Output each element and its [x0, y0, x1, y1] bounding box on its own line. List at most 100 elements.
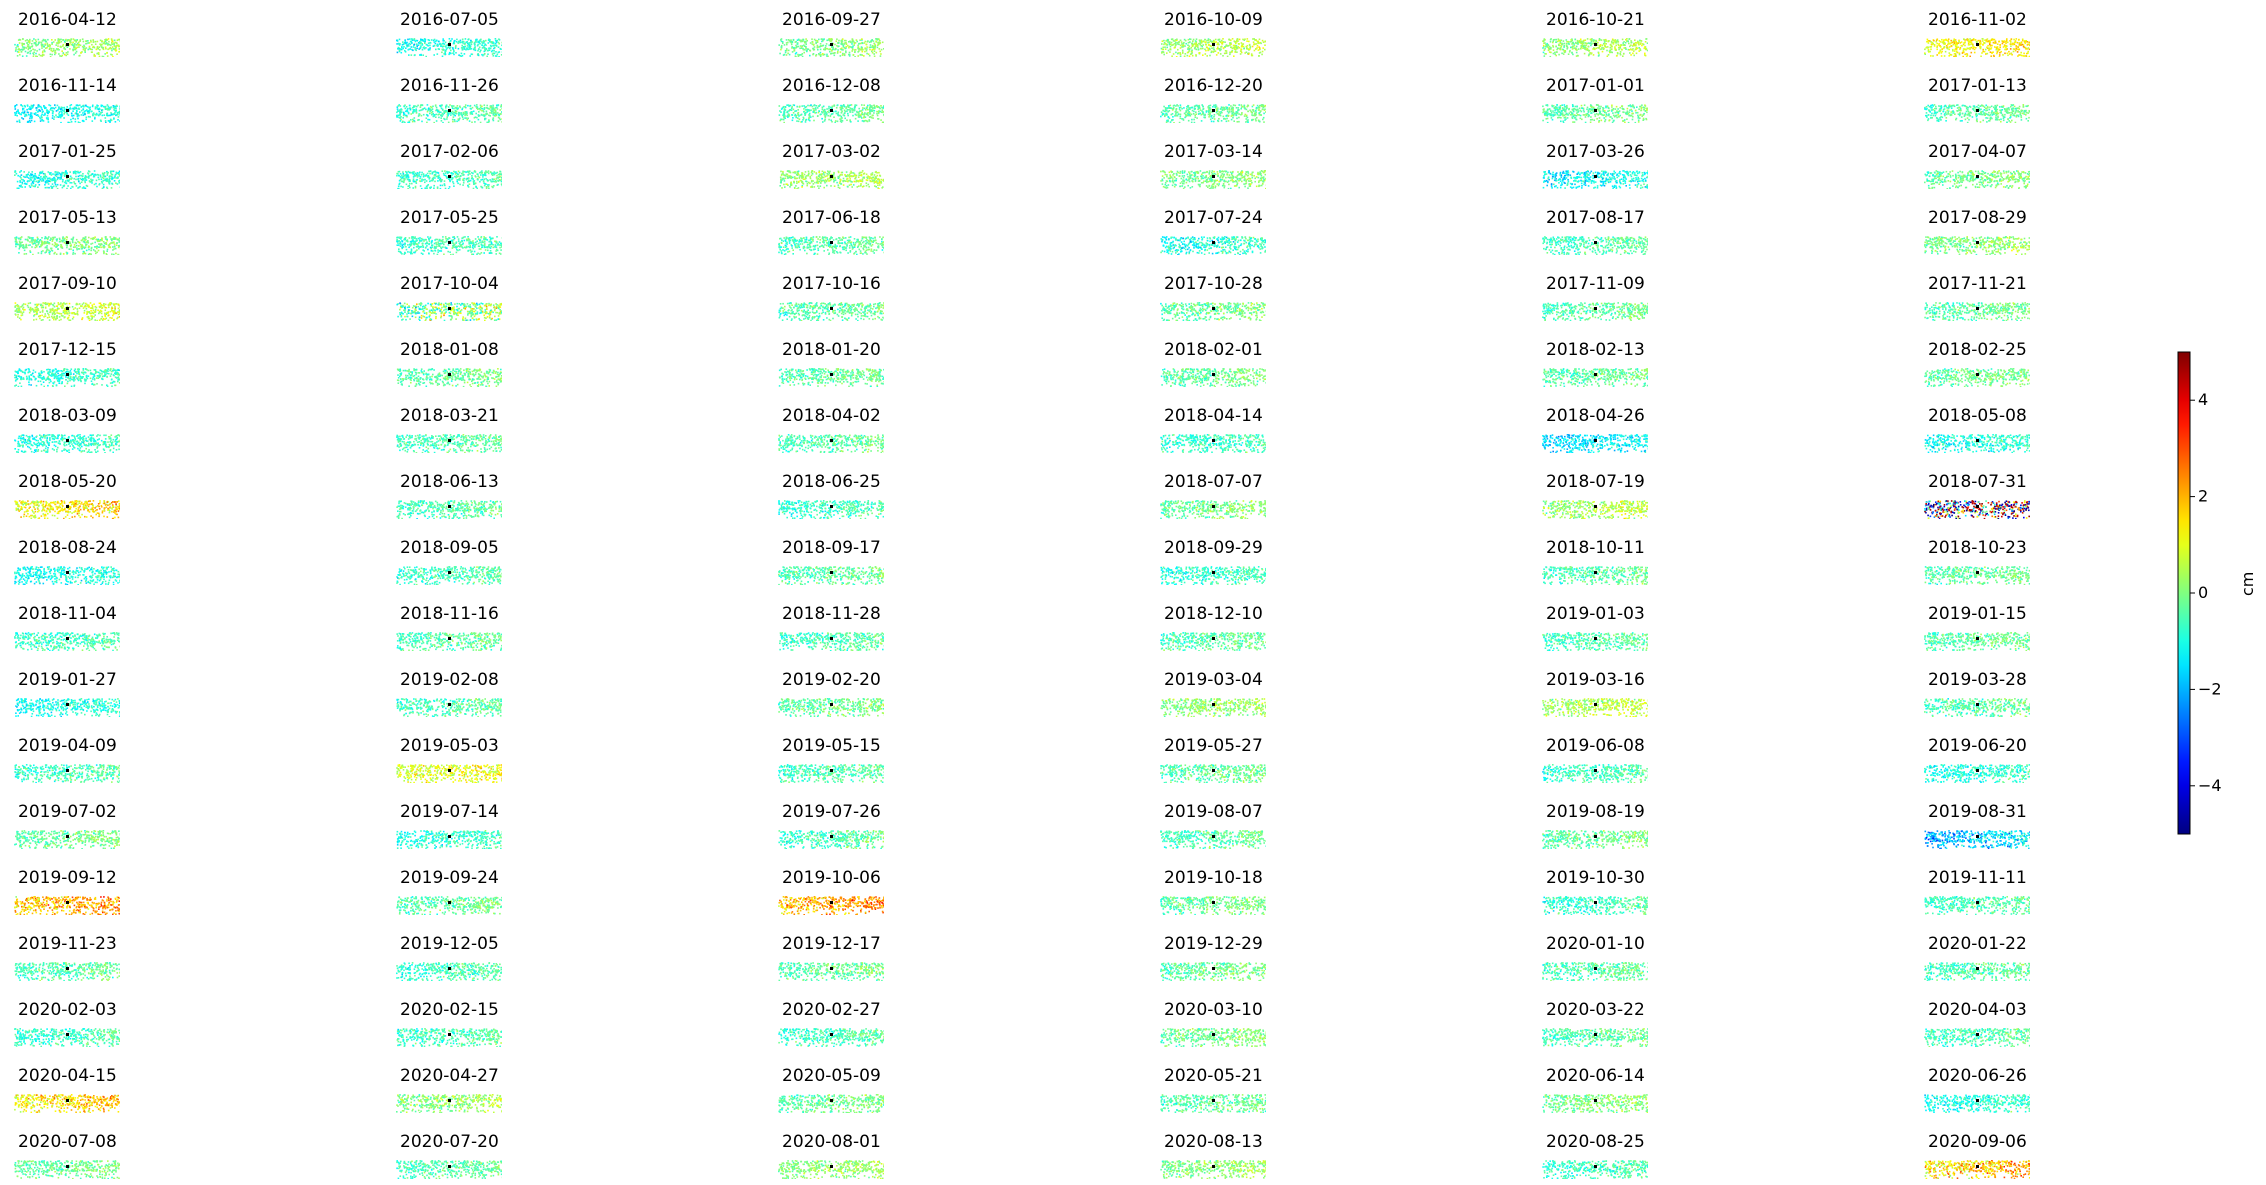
pixel-point	[468, 42, 471, 44]
pixel-point	[1193, 110, 1195, 113]
pixel-point	[1944, 43, 1946, 45]
pixel-point	[477, 118, 480, 121]
pixel-point	[1587, 109, 1590, 112]
pixel-point	[840, 107, 843, 110]
pixel-point	[1573, 117, 1576, 119]
pixel-point	[872, 47, 875, 49]
pixel-point	[426, 44, 429, 46]
pixel-point	[411, 39, 414, 42]
pixel-point	[497, 112, 499, 114]
pixel-point	[410, 113, 412, 115]
pixel-point	[1198, 106, 1200, 108]
pixel-point	[16, 44, 19, 46]
pixel-point	[1596, 44, 1599, 46]
pixel-point	[492, 52, 495, 55]
pixel-point	[15, 48, 17, 51]
pixel-point	[1254, 43, 1256, 45]
pixel-point	[1230, 46, 1232, 48]
pixel-point	[408, 121, 411, 123]
pixel-point	[1596, 118, 1598, 120]
pixel-point	[1246, 44, 1249, 47]
pixel-point	[1228, 107, 1230, 110]
pixel-point	[1605, 106, 1607, 109]
pixel-point	[89, 48, 92, 51]
pixel-point	[420, 114, 423, 117]
pixel-point	[1221, 111, 1223, 114]
pixel-point	[74, 43, 76, 45]
pixel-point	[1634, 41, 1637, 44]
pixel-point	[20, 113, 22, 116]
pixel-point	[1204, 114, 1206, 117]
pixel-point	[1562, 120, 1564, 123]
pixel-point	[1628, 111, 1631, 113]
pixel-point	[482, 54, 484, 57]
pixel-point	[474, 40, 477, 43]
pixel-point	[1986, 117, 1989, 119]
reference-point-marker	[448, 43, 451, 46]
pixel-point	[1164, 114, 1166, 117]
pixel-point	[807, 104, 809, 107]
pixel-point	[1932, 55, 1934, 57]
pixel-point	[453, 40, 456, 42]
pixel-point	[871, 51, 874, 54]
pixel-point	[494, 38, 497, 40]
pixel-point	[1259, 105, 1261, 107]
pixel-point	[834, 121, 836, 123]
pixel-point	[1215, 105, 1218, 108]
pixel-point	[399, 112, 402, 115]
pixel-point	[87, 112, 89, 114]
pixel-point	[486, 55, 488, 57]
pixel-point	[1191, 118, 1193, 121]
pixel-point	[23, 111, 26, 114]
pixel-point	[780, 108, 783, 110]
pixel-point	[398, 50, 401, 53]
pixel-point	[816, 41, 819, 43]
pixel-point	[1192, 38, 1195, 41]
pixel-point	[52, 48, 55, 50]
pixel-point	[781, 107, 784, 109]
pixel-point	[1939, 49, 1942, 51]
pixel-point	[22, 107, 25, 110]
pixel-point	[1603, 41, 1606, 43]
pixel-point	[1982, 48, 1984, 51]
pixel-point	[61, 107, 64, 109]
pixel-point	[450, 111, 453, 114]
pixel-point	[1257, 49, 1260, 51]
pixel-point	[427, 108, 430, 110]
pixel-point	[53, 107, 56, 110]
pixel-point	[815, 111, 817, 114]
pixel-point	[1563, 46, 1565, 48]
pixel-point	[14, 112, 16, 114]
pixel-point	[1634, 121, 1637, 123]
pixel-point	[76, 39, 78, 41]
pixel-point	[1196, 43, 1199, 46]
pixel-point	[1581, 41, 1584, 44]
pixel-point	[1639, 39, 1641, 42]
pixel-point	[57, 109, 59, 111]
pixel-point	[81, 45, 84, 48]
pixel-point	[456, 120, 458, 123]
pixel-point	[2025, 48, 2027, 50]
pixel-point	[78, 107, 80, 110]
pixel-point	[1992, 54, 1995, 57]
pixel-point	[74, 120, 77, 123]
pixel-point	[1584, 47, 1586, 50]
pixel-point	[83, 45, 86, 48]
pixel-point	[805, 47, 807, 49]
pixel-point	[46, 46, 48, 49]
pixel-point	[1240, 106, 1243, 108]
pixel-point	[400, 116, 402, 118]
pixel-point	[99, 39, 102, 42]
pixel-point	[1938, 52, 1940, 55]
pixel-point	[424, 38, 427, 41]
pixel-point	[442, 121, 444, 123]
pixel-point	[1224, 50, 1227, 52]
pixel-point	[1941, 50, 1943, 53]
pixel-point	[109, 46, 111, 49]
pixel-point	[1558, 47, 1560, 50]
pixel-point	[100, 120, 102, 122]
pixel-point	[422, 39, 424, 42]
pixel-point	[434, 104, 437, 106]
pixel-point	[461, 54, 464, 57]
pixel-point	[476, 107, 478, 109]
